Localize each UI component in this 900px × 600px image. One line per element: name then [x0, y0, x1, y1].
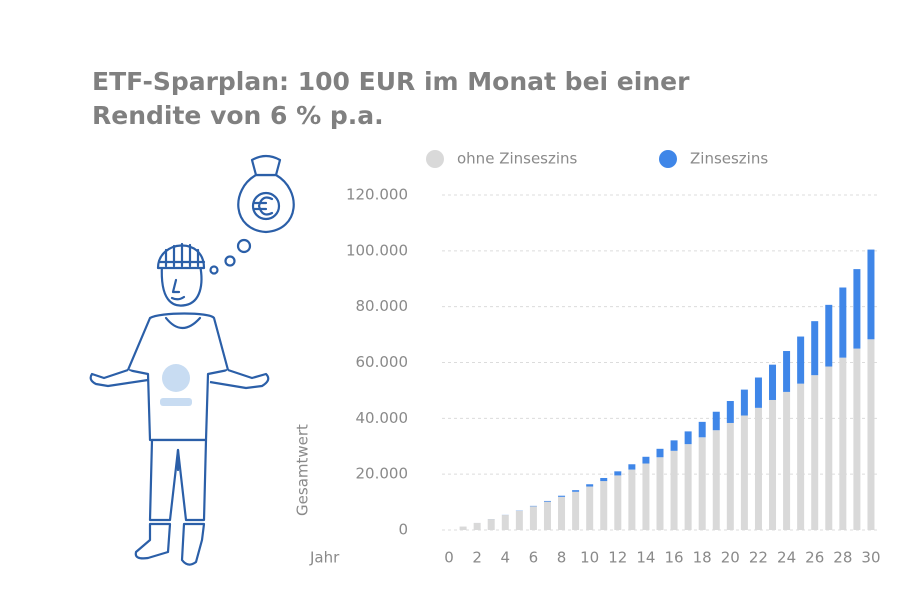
bar [811, 321, 819, 376]
bar [600, 477, 608, 482]
bar [614, 475, 622, 530]
x-tick-label: 4 [501, 549, 511, 567]
bar [487, 519, 495, 530]
bar [529, 506, 537, 530]
bar [656, 448, 664, 458]
bar [712, 411, 720, 431]
chart-title: Rendite von 6 % p.a. [92, 101, 384, 130]
bar [586, 484, 594, 487]
y-tick-label: 60.000 [356, 353, 409, 371]
x-tick-label: 20 [721, 549, 740, 567]
bar [572, 491, 580, 530]
y-tick-label: 40.000 [356, 409, 409, 427]
bar [811, 375, 819, 530]
bar [628, 464, 636, 470]
y-tick-label: 120.000 [346, 186, 408, 204]
x-tick-label: 6 [529, 549, 539, 567]
bar [712, 430, 720, 530]
bar [656, 457, 664, 530]
bar [543, 501, 551, 530]
legend-marker [426, 150, 444, 168]
bar [726, 422, 734, 530]
bar [698, 421, 706, 438]
legend-label: ohne Zinseszins [457, 150, 578, 168]
bar [797, 336, 805, 384]
x-tick-label: 12 [608, 549, 627, 567]
bar [670, 450, 678, 530]
bar [839, 357, 847, 530]
bar [754, 407, 762, 530]
bar [515, 510, 523, 530]
bar [825, 366, 833, 530]
bar [853, 269, 861, 349]
bar [797, 383, 805, 530]
x-axis-label: Jahr [309, 549, 340, 567]
bar [670, 440, 678, 451]
bar [754, 377, 762, 408]
bar [867, 249, 875, 340]
bar [642, 463, 650, 530]
bar [628, 469, 636, 530]
bar [825, 304, 833, 367]
chart-title: ETF-Sparplan: 100 EUR im Monat bei einer [92, 67, 690, 96]
x-tick-label: 30 [861, 549, 880, 567]
x-tick-label: 8 [557, 549, 567, 567]
bar [684, 431, 692, 445]
bar [558, 495, 566, 497]
bar [684, 444, 692, 530]
bar [726, 401, 734, 423]
x-tick-label: 24 [777, 549, 796, 567]
x-tick-label: 28 [833, 549, 852, 567]
y-tick-label: 0 [398, 521, 408, 539]
bar [839, 287, 847, 358]
bar [740, 389, 748, 416]
x-tick-label: 26 [805, 549, 824, 567]
bar [473, 522, 481, 530]
bar [558, 496, 566, 530]
bar [769, 399, 777, 530]
bar [572, 490, 580, 492]
y-tick-label: 80.000 [356, 297, 409, 315]
bar [614, 471, 622, 476]
x-tick-label: 0 [444, 549, 454, 567]
x-tick-label: 18 [693, 549, 712, 567]
bar [642, 456, 650, 464]
illustration [89, 154, 295, 566]
y-tick-label: 20.000 [356, 465, 409, 483]
bar [586, 486, 594, 530]
y-axis-label: Gesamtwert [294, 424, 312, 516]
bar [698, 437, 706, 530]
x-tick-label: 16 [665, 549, 684, 567]
y-tick-label: 100.000 [346, 241, 408, 259]
bar [853, 348, 861, 530]
x-tick-label: 10 [580, 549, 599, 567]
bar [783, 391, 791, 530]
bar [867, 339, 875, 530]
legend-marker [659, 150, 677, 168]
x-tick-label: 14 [636, 549, 655, 567]
bar [769, 364, 777, 400]
bar [783, 351, 791, 392]
bar [543, 500, 551, 502]
x-tick-label: 22 [749, 549, 768, 567]
bar [600, 481, 608, 530]
x-tick-label: 2 [472, 549, 482, 567]
legend-label: Zinseszins [690, 150, 768, 168]
bar [459, 526, 467, 530]
bar [501, 515, 509, 530]
bar [740, 415, 748, 530]
